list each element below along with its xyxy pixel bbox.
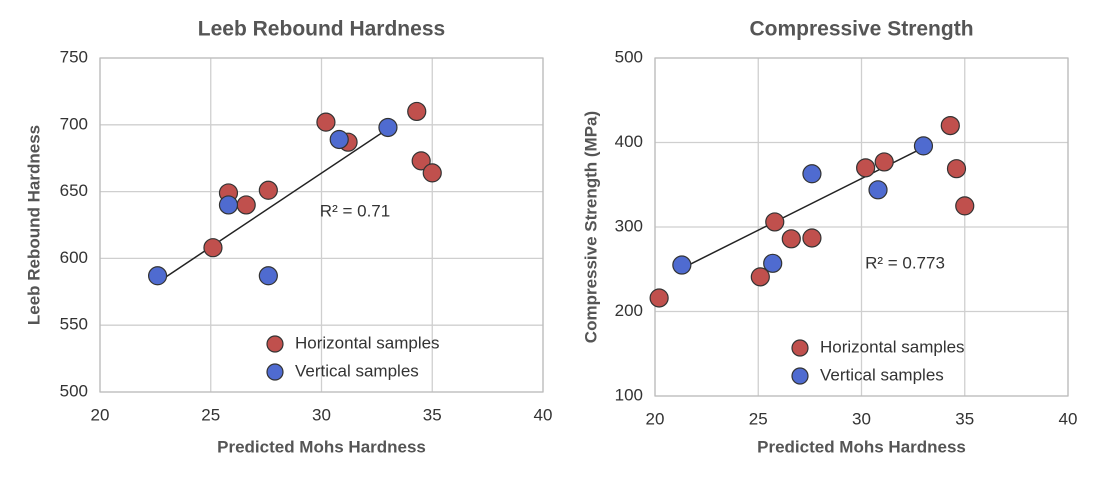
legend-label: Horizontal samples: [295, 333, 440, 352]
point: [316, 112, 336, 132]
chart-title: Compressive Strength: [749, 18, 973, 41]
y-tick-label: 600: [60, 248, 88, 267]
point: [802, 228, 822, 248]
plot-frame: [99, 57, 544, 393]
x-tick-label: 35: [423, 405, 442, 424]
point: [781, 229, 801, 249]
point: [422, 163, 442, 183]
point: [765, 212, 785, 232]
legend-label: Vertical samples: [295, 361, 419, 380]
x-tick-label: 30: [312, 405, 331, 424]
point: [258, 180, 278, 200]
x-tick-label: 25: [749, 409, 768, 428]
legend-swatch: [791, 339, 809, 357]
x-axis-title: Predicted Mohs Hardness: [217, 437, 426, 456]
legend-swatch: [266, 363, 284, 381]
point: [378, 117, 398, 138]
x-tick-label: 20: [91, 405, 110, 424]
x-tick-label: 25: [201, 405, 220, 424]
point: [258, 266, 278, 286]
chart-title: Leeb Rebound Hardness: [198, 18, 445, 41]
y-tick-label: 300: [615, 216, 643, 235]
annotation: R² = 0.773: [865, 253, 945, 272]
point: [649, 288, 669, 308]
point: [218, 195, 239, 215]
y-tick-label: 750: [60, 47, 88, 66]
y-tick-label: 700: [60, 114, 88, 133]
legend-swatch: [791, 367, 809, 385]
y-tick-label: 200: [615, 301, 643, 320]
point: [913, 136, 934, 156]
point: [868, 180, 888, 200]
y-tick-label: 500: [615, 47, 643, 66]
legend-label: Horizontal samples: [820, 337, 965, 356]
point: [802, 164, 822, 184]
legend-swatch: [266, 335, 284, 353]
y-tick-label: 550: [60, 315, 88, 334]
y-axis-title: Compressive Strength (MPa): [581, 111, 600, 343]
annotation: R² = 0.71: [320, 201, 390, 220]
point: [874, 152, 894, 172]
point: [946, 159, 967, 179]
y-tick-label: 400: [615, 132, 643, 151]
y-tick-label: 650: [60, 181, 88, 200]
point: [955, 196, 975, 216]
y-axis-title: Leeb Rebound Hardness: [24, 125, 43, 325]
x-tick-label: 40: [534, 405, 553, 424]
point: [236, 195, 256, 215]
point: [411, 151, 431, 171]
point: [203, 238, 223, 258]
point: [763, 253, 783, 273]
x-tick-label: 30: [852, 409, 871, 428]
trendline: [157, 128, 389, 284]
point: [329, 129, 349, 150]
point: [407, 101, 427, 122]
point: [940, 115, 960, 136]
plot-frame: [654, 57, 1069, 397]
legend-label: Vertical samples: [820, 365, 944, 384]
x-tick-label: 40: [1059, 409, 1078, 428]
x-tick-label: 20: [646, 409, 665, 428]
point: [147, 266, 168, 286]
y-tick-label: 100: [615, 385, 643, 404]
x-tick-label: 35: [955, 409, 974, 428]
point: [750, 267, 770, 287]
x-axis-title: Predicted Mohs Hardness: [757, 437, 966, 456]
y-tick-label: 500: [60, 381, 88, 400]
point: [856, 158, 876, 178]
point: [672, 255, 692, 275]
